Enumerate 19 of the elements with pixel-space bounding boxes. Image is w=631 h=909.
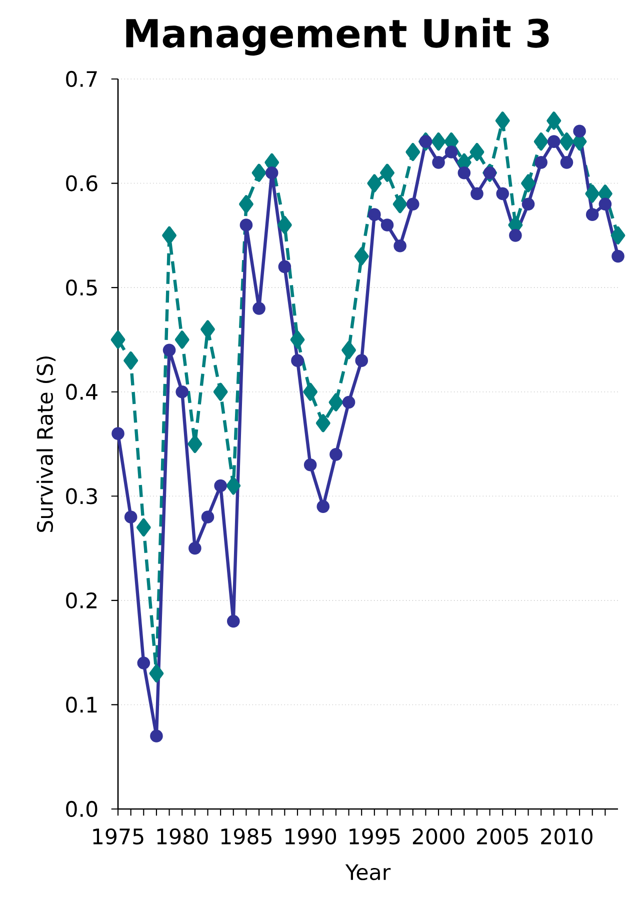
y-tick-label: 0.0	[66, 800, 98, 818]
x-tick-label: 2005	[477, 828, 528, 845]
y-tick-label: 0.5	[66, 280, 97, 296]
x-axis-title: Year	[345, 864, 391, 880]
y-tick-label: 0.3	[66, 488, 97, 504]
y-tick-label: 0.2	[66, 592, 96, 608]
y-axis-title: Survival Rate (S)	[36, 356, 56, 532]
y-tick-label: 0.1	[66, 696, 97, 713]
x-tick-label: 1995	[350, 828, 400, 845]
x-tick-label: 1980	[157, 828, 208, 845]
x-tick-label: 1985	[221, 828, 272, 845]
y-tick-label: 0.6	[66, 175, 98, 192]
x-tick-label: 2010	[541, 828, 592, 845]
x-tick-label: 1975	[93, 828, 144, 845]
x-tick-label: 1990	[286, 828, 336, 845]
x-tick-label: 2000	[412, 828, 464, 845]
chart-title: Management Unit 3	[126, 18, 549, 56]
y-tick-label: 0.4	[66, 384, 98, 400]
y-tick-label: 0.7	[66, 70, 97, 88]
